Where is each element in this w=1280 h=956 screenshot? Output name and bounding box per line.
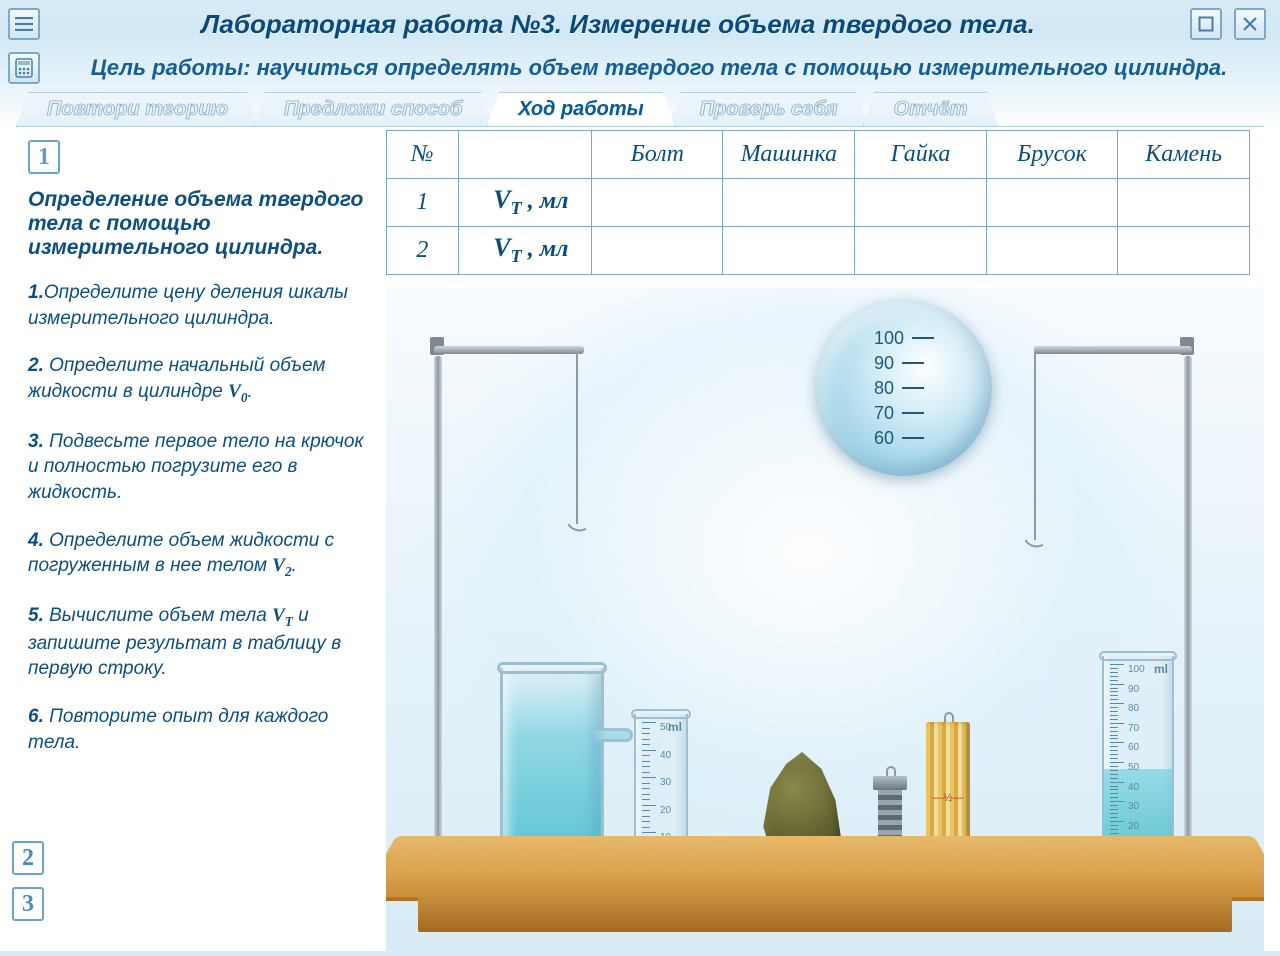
instruction: 6. Повторите опыт для каждого тела. xyxy=(28,704,378,755)
magnifier-tick: 90 xyxy=(874,353,924,374)
sidebar: 1 Определение объема твердого тела с пом… xyxy=(16,128,386,956)
instruction: 2. Определите начальный объем жидкости в… xyxy=(28,353,378,406)
scale-tick: 20 xyxy=(1128,821,1139,832)
scale-tick: 80 xyxy=(1128,703,1139,714)
magnifier-tick: 70 xyxy=(874,403,924,424)
scale-tick: 60 xyxy=(1128,742,1139,753)
table-header: Болт xyxy=(592,131,723,179)
magnifier-tick: 60 xyxy=(874,428,924,449)
ml-label: ml xyxy=(1154,662,1168,676)
magnifier-tick: 80 xyxy=(874,378,924,399)
tab-check[interactable]: Проверь себя xyxy=(669,92,869,126)
calculator-icon[interactable] xyxy=(8,52,40,84)
table-cell[interactable] xyxy=(723,179,855,227)
table-cell[interactable] xyxy=(723,227,855,275)
table-cell[interactable] xyxy=(986,227,1118,275)
table-header: Гайка xyxy=(855,131,987,179)
tab-report[interactable]: Отчёт xyxy=(863,92,999,126)
section-title: Определение объема твердого тела с помощ… xyxy=(28,188,378,260)
step-button-1[interactable]: 1 xyxy=(28,140,60,174)
scale-tick: 50 xyxy=(660,722,671,733)
lab-scene[interactable]: 10090807060 ml 5040302010 xyxy=(386,288,1264,956)
table-cell[interactable] xyxy=(986,179,1118,227)
instruction: 3. Подвесьте первое тело на крючок и пол… xyxy=(28,429,378,506)
step-button-3[interactable]: 3 xyxy=(12,887,44,921)
step-button-2[interactable]: 2 xyxy=(12,841,44,875)
table-header: Брусок xyxy=(986,131,1118,179)
scale-tick: 30 xyxy=(1128,801,1139,812)
table-header: № xyxy=(387,131,459,179)
tab-suggest[interactable]: Предложи способ xyxy=(253,92,493,126)
table-row: 1VТ , мл xyxy=(387,179,1250,227)
scale-tick: 70 xyxy=(1128,723,1139,734)
scale-tick: 40 xyxy=(1128,782,1139,793)
table-row: 2VТ , мл xyxy=(387,227,1250,275)
table-cell[interactable] xyxy=(1118,179,1250,227)
scale-tick: 40 xyxy=(660,750,671,761)
tabs: Повтори теорию Предложи способ Ход работ… xyxy=(16,92,1264,126)
goal-text: Цель работы: научиться определять объем … xyxy=(46,55,1272,81)
bench xyxy=(386,836,1264,956)
table-cell[interactable] xyxy=(592,179,723,227)
table-cell[interactable] xyxy=(1118,227,1250,275)
table-header: Камень xyxy=(1118,131,1250,179)
scale-tick: 90 xyxy=(1128,684,1139,695)
close-icon[interactable] xyxy=(1234,8,1266,40)
maximize-icon[interactable] xyxy=(1190,8,1222,40)
table-cell[interactable] xyxy=(855,227,987,275)
data-table: № БолтМашинкаГайкаБрусокКамень 1VТ , мл2V… xyxy=(386,130,1250,275)
menu-icon[interactable] xyxy=(8,8,40,40)
tab-procedure[interactable]: Ход работы xyxy=(487,92,675,126)
magnifier-tick: 100 xyxy=(874,328,934,349)
scale-tick: 100 xyxy=(1128,664,1145,675)
scale-tick: 30 xyxy=(660,777,671,788)
table-header: Машинка xyxy=(723,131,855,179)
scale-tick: 50 xyxy=(1128,762,1139,773)
magnifier[interactable]: 100 90 80 70 60 xyxy=(816,300,992,476)
instruction: 1.Определите цену деления шкалы измерите… xyxy=(28,280,378,331)
app-title: Лабораторная работа №3. Измерение объема… xyxy=(46,9,1190,40)
instruction: 5. Вычислите объем тела VТ и запишите ре… xyxy=(28,603,378,682)
instruction: 4. Определите объем жидкости с погруженн… xyxy=(28,528,378,581)
scale-tick: 20 xyxy=(660,805,671,816)
table-cell[interactable] xyxy=(855,179,987,227)
table-header xyxy=(458,131,591,179)
table-cell[interactable] xyxy=(592,227,723,275)
tab-theory[interactable]: Повтори теорию xyxy=(16,92,259,126)
